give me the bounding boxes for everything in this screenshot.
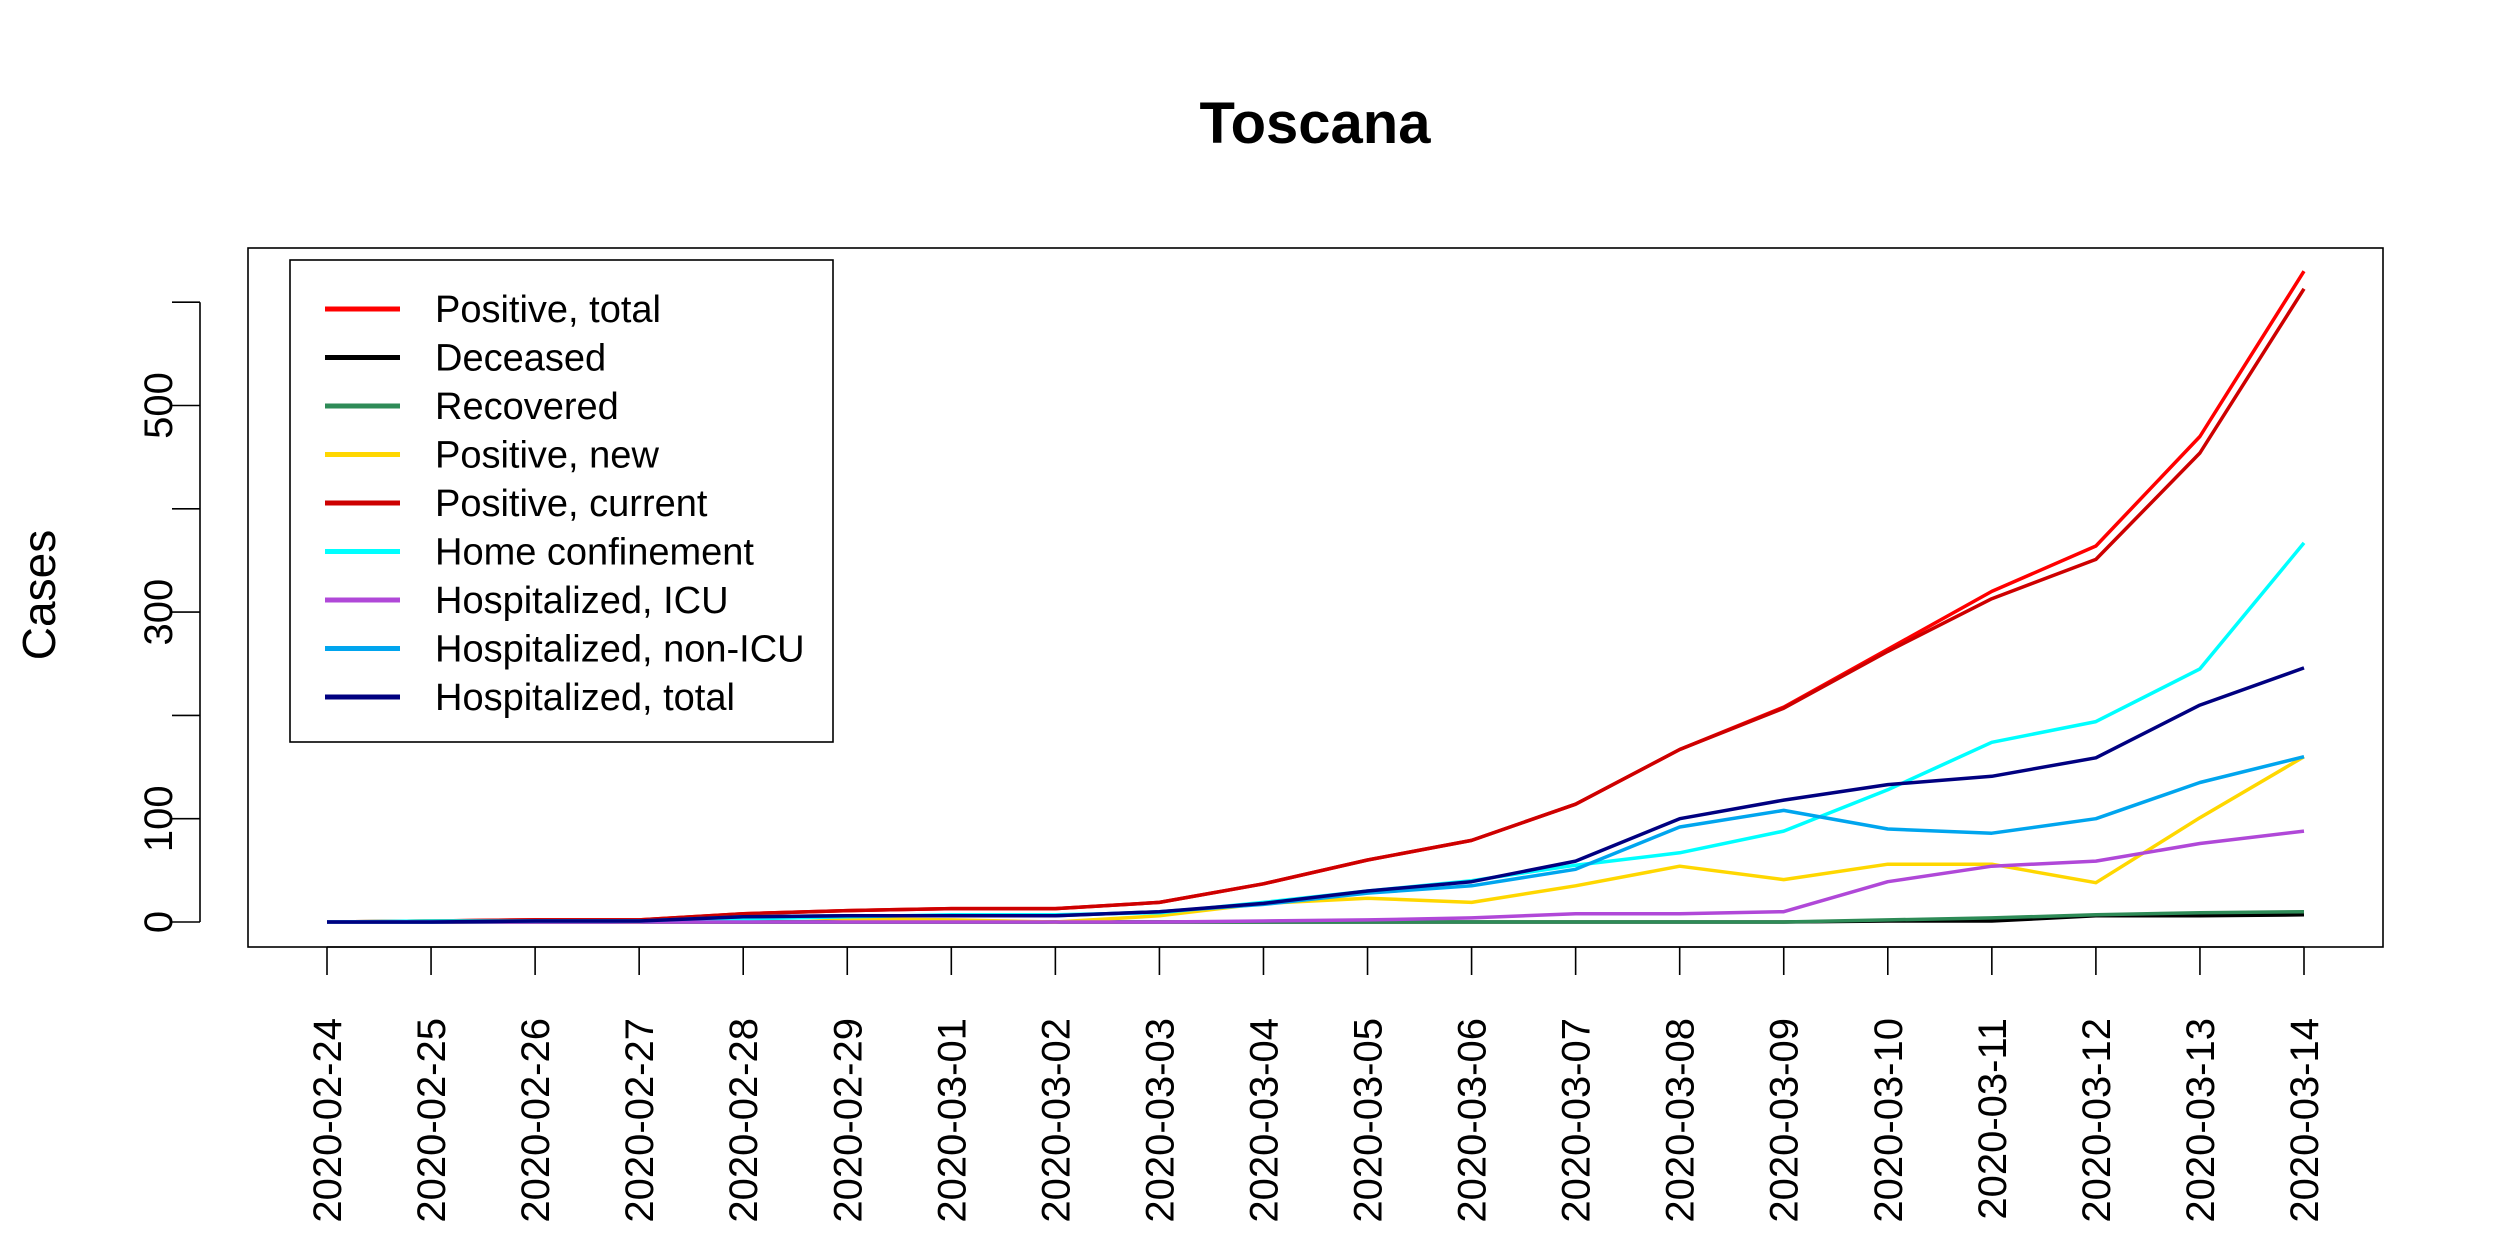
x-tick-label: 2020-02-27 bbox=[618, 1018, 662, 1223]
y-tick-label: 0 bbox=[137, 911, 181, 933]
x-tick-label: 2020-02-29 bbox=[826, 1018, 870, 1223]
y-axis-label: Cases bbox=[13, 530, 65, 660]
legend-label: Hospitalized, total bbox=[435, 677, 735, 719]
legend: Positive, total Deceased Recovered Positive… bbox=[289, 259, 834, 743]
x-tick-label: 2020-03-12 bbox=[2075, 1018, 2119, 1223]
x-tick-label: 2020-03-07 bbox=[1555, 1018, 1599, 1223]
x-tick-label: 2020-03-09 bbox=[1763, 1018, 1807, 1223]
y-tick-label: 300 bbox=[137, 579, 181, 646]
legend-label: Deceased bbox=[435, 338, 606, 380]
x-tick-label: 2020-03-04 bbox=[1242, 1018, 1286, 1223]
x-tick-label: 2020-02-25 bbox=[410, 1018, 454, 1223]
series-line-8 bbox=[327, 666, 2305, 924]
x-tick-label: 2020-03-06 bbox=[1451, 1018, 1495, 1223]
x-tick-label: 2020-03-02 bbox=[1034, 1018, 1078, 1223]
x-tick-label: 2020-03-03 bbox=[1138, 1018, 1182, 1223]
x-tick-label: 2020-02-26 bbox=[514, 1018, 558, 1223]
legend-label: Hospitalized, non-ICU bbox=[435, 629, 805, 671]
y-tick-label: 500 bbox=[137, 372, 181, 439]
legend-label: Recovered bbox=[435, 386, 619, 428]
legend-label: Positive, new bbox=[435, 435, 659, 477]
series-lines bbox=[326, 270, 2306, 924]
x-tick-label: 2020-03-13 bbox=[2179, 1018, 2223, 1223]
legend-label: Positive, total bbox=[435, 289, 661, 331]
y-tick-label: 100 bbox=[137, 785, 181, 852]
series-line-6 bbox=[327, 829, 2305, 924]
x-axis: 2020-02-24 2020-02-25 2020-02-26 2020-02-27… bbox=[306, 946, 2327, 1223]
legend-label: Positive, current bbox=[435, 483, 708, 525]
x-tick-label: 2020-02-24 bbox=[306, 1018, 350, 1223]
y-axis: 0 100 300 500 bbox=[137, 301, 201, 933]
x-tick-label: 2020-02-28 bbox=[722, 1018, 766, 1223]
legend-label: Home confinement bbox=[435, 532, 754, 574]
chart-title: Toscana bbox=[1199, 91, 1431, 156]
x-tick-label: 2020-03-05 bbox=[1347, 1018, 1391, 1223]
x-tick-label: 2020-03-11 bbox=[1971, 1018, 2015, 1220]
x-tick-label: 2020-03-14 bbox=[2283, 1018, 2327, 1223]
legend-label: Hospitalized, ICU bbox=[435, 580, 729, 622]
x-tick-label: 2020-03-01 bbox=[930, 1018, 974, 1223]
x-tick-label: 2020-03-08 bbox=[1659, 1018, 1703, 1223]
x-tick-label: 2020-03-10 bbox=[1867, 1018, 1911, 1223]
